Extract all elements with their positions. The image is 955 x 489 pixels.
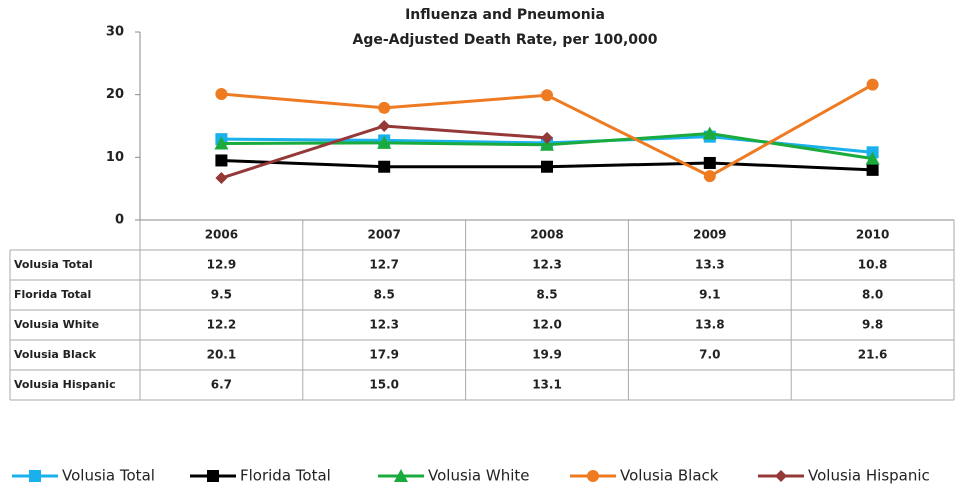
data-point — [703, 156, 716, 169]
data-point — [215, 88, 228, 101]
row-label: Florida Total — [14, 288, 91, 301]
data-point — [866, 78, 879, 91]
legend-label: Florida Total — [240, 467, 331, 485]
x-tick-label: 2008 — [530, 228, 563, 242]
chart-subtitle: Age-Adjusted Death Rate, per 100,000 — [353, 32, 658, 48]
data-point — [540, 137, 554, 151]
table-cell: 20.1 — [207, 348, 237, 362]
y-tick-label: 0 — [115, 213, 124, 228]
legend-label: Volusia White — [428, 467, 530, 485]
data-point — [215, 154, 228, 167]
legend-label: Volusia Hispanic — [808, 467, 930, 485]
table-cell: 8.0 — [862, 288, 883, 302]
table-cell: 12.0 — [532, 318, 562, 332]
table-cell: 9.8 — [862, 318, 883, 332]
legend-label: Volusia Black — [620, 467, 719, 485]
x-tick-label: 2006 — [205, 228, 238, 242]
table-cell: 9.1 — [699, 288, 720, 302]
x-tick-label: 2010 — [856, 228, 889, 242]
legend-label: Volusia Total — [62, 467, 155, 485]
legend-marker — [587, 470, 599, 482]
table-cell: 13.1 — [532, 378, 562, 392]
table-cell: 17.9 — [369, 348, 399, 362]
legend-marker — [775, 470, 787, 482]
table-cell: 12.3 — [369, 318, 399, 332]
data-point — [541, 160, 553, 173]
table-cell: 6.7 — [211, 378, 232, 392]
table-cell: 8.5 — [536, 288, 557, 302]
data-point — [377, 135, 392, 149]
data-point — [378, 120, 391, 132]
table-cell: 10.8 — [858, 258, 888, 272]
row-label: Volusia Total — [14, 258, 93, 271]
row-label: Volusia White — [14, 318, 99, 331]
table-cell: 12.2 — [207, 318, 237, 332]
legend-marker — [207, 470, 219, 482]
row-label: Volusia Hispanic — [14, 378, 116, 391]
y-tick-label: 10 — [106, 150, 124, 165]
table-cell: 7.0 — [699, 348, 720, 362]
table-cell: 19.9 — [532, 348, 562, 362]
data-point — [378, 160, 391, 173]
table-cell: 21.6 — [858, 348, 888, 362]
data-point — [541, 89, 553, 102]
y-tick-label: 30 — [106, 25, 124, 40]
data-point — [215, 172, 228, 185]
table-cell: 13.3 — [695, 258, 725, 272]
table-cell: 8.5 — [374, 288, 395, 302]
chart-title: Influenza and Pneumonia — [405, 7, 605, 23]
data-point — [541, 131, 553, 144]
data-point — [865, 151, 880, 165]
table-cell: 12.3 — [532, 258, 562, 272]
table-cell: 9.5 — [211, 288, 232, 302]
data-point — [378, 101, 391, 114]
legend-marker — [29, 470, 41, 482]
table-cell: 15.0 — [369, 378, 399, 392]
legend-marker — [394, 469, 408, 482]
x-tick-label: 2009 — [693, 228, 726, 242]
row-label: Volusia Black — [14, 348, 97, 361]
data-point — [703, 170, 716, 183]
y-tick-label: 20 — [106, 87, 124, 102]
x-tick-label: 2007 — [367, 228, 400, 242]
data-point — [214, 136, 229, 150]
data-point — [702, 126, 717, 140]
table-cell: 12.9 — [207, 258, 237, 272]
table-cell: 13.8 — [695, 318, 725, 332]
table-cell: 12.7 — [369, 258, 399, 272]
data-point — [866, 163, 879, 176]
